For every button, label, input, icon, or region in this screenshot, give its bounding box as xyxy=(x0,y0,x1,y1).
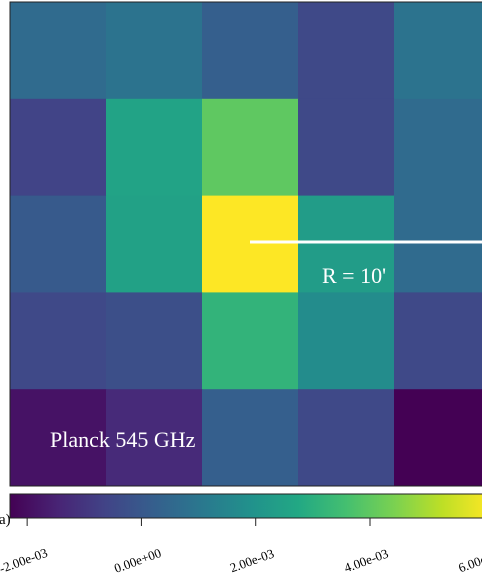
heatmap-cell xyxy=(10,2,107,99)
heatmap-cell xyxy=(202,99,299,196)
heatmap-cell xyxy=(394,2,482,99)
heatmap-cell xyxy=(202,292,299,389)
heatmap-cell xyxy=(298,292,395,389)
panel-label: (a) xyxy=(0,512,11,528)
heatmap-cell xyxy=(106,292,203,389)
heatmap-cell xyxy=(106,2,203,99)
heatmap-cell xyxy=(298,389,395,486)
colorbar-tick-label: 4.00e-03 xyxy=(342,546,390,576)
colorbar-tick-label: 6.00e-03 xyxy=(456,546,482,576)
instrument-label: Planck 545 GHz xyxy=(50,427,196,452)
heatmap-cell xyxy=(394,389,482,486)
heatmap-cell xyxy=(106,196,203,293)
heatmap-cell xyxy=(202,2,299,99)
heatmap-cell xyxy=(10,196,107,293)
chart: R = 10' Planck 545 GHz (a) -2.00e-03 0.00… xyxy=(0,0,482,585)
heatmap-cell xyxy=(394,99,482,196)
heatmap-cell xyxy=(10,292,107,389)
radius-label: R = 10' xyxy=(322,263,386,288)
heatmap-cell xyxy=(298,99,395,196)
colorbar xyxy=(10,494,482,518)
heatmap-cell xyxy=(298,2,395,99)
heatmap-cell xyxy=(106,99,203,196)
heatmap-cell xyxy=(394,196,482,293)
heatmap-cell xyxy=(10,99,107,196)
heatmap-cell xyxy=(202,389,299,486)
heatmap-cell xyxy=(394,292,482,389)
colorbar-tick-label: 0.00e+00 xyxy=(112,545,163,576)
heatmap-cell xyxy=(202,196,299,293)
heatmap-cells xyxy=(10,2,482,487)
colorbar-tick-label: 2.00e-03 xyxy=(228,546,276,576)
colorbar-tick-label: -2.00e-03 xyxy=(0,545,49,576)
